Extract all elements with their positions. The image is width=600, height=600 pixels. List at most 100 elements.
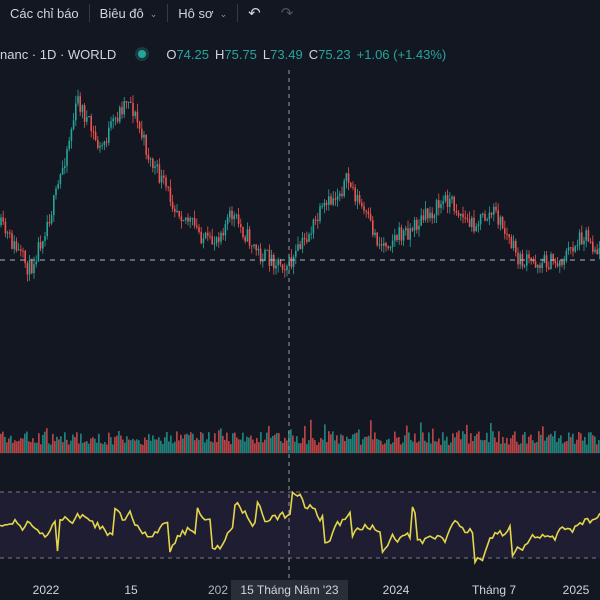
volume-bar: [512, 434, 514, 453]
candle-body: [400, 227, 403, 241]
volume-bar: [4, 436, 6, 453]
undo-icon[interactable]: ↶: [248, 5, 261, 22]
candle-body: [427, 208, 429, 219]
volume-bar: [256, 437, 258, 453]
candle-body: [583, 240, 585, 245]
volume-bar: [246, 436, 248, 453]
candle-body: [354, 187, 356, 202]
candle-body: [363, 206, 365, 211]
time-axis-label: 2025: [562, 583, 590, 597]
time-axis[interactable]: 2022 15 202 2024 Tháng 7 2025: [0, 578, 600, 600]
volume-bar: [92, 437, 94, 453]
candle-body: [191, 217, 194, 219]
candle-body: [193, 217, 196, 226]
candle-body: [262, 261, 264, 263]
volume-bar: [160, 440, 162, 453]
indicators-button[interactable]: Các chỉ báo: [0, 0, 89, 26]
volume-bar: [528, 436, 530, 453]
volume-bar: [20, 438, 22, 453]
volume-bar: [518, 444, 520, 453]
volume-bar: [190, 432, 192, 453]
candle-body: [44, 236, 46, 241]
candle-body: [121, 107, 123, 115]
volume-bar: [216, 442, 218, 453]
symbol-title[interactable]: nanc · 1D · WORLD: [0, 46, 117, 62]
candle-body: [385, 242, 387, 247]
candle-body: [9, 232, 11, 234]
volume-bar: [594, 436, 596, 453]
candle-body: [431, 212, 433, 219]
volume-bar: [220, 428, 222, 453]
candle-body: [26, 263, 29, 275]
candle-body: [589, 241, 592, 243]
candle-body: [576, 245, 579, 247]
candle-body: [534, 261, 537, 268]
volume-bar: [38, 433, 40, 453]
volume-bar: [248, 437, 250, 453]
profile-menu-button[interactable]: Hô sơ ⌄: [168, 0, 237, 26]
candle-body: [451, 196, 453, 200]
volume-bar: [10, 435, 12, 453]
candle-body: [17, 249, 20, 251]
candle-body: [240, 224, 242, 228]
candle-body: [66, 148, 68, 167]
candle-body: [541, 262, 543, 269]
volume-bar: [474, 436, 476, 453]
candle-body: [200, 231, 202, 244]
volume-bar: [330, 434, 332, 453]
candle-body: [334, 198, 337, 200]
candle-body: [125, 101, 128, 103]
candle-body: [462, 213, 464, 218]
candle-body: [310, 233, 312, 235]
change-value: +1.06 (+1.43%): [356, 46, 447, 62]
volume-bar: [446, 436, 448, 453]
candle-body: [154, 166, 156, 168]
candle-body: [332, 198, 334, 205]
volume-bar: [42, 434, 44, 453]
volume-bar: [342, 435, 344, 453]
candle-body: [229, 210, 231, 218]
volume-bar: [410, 439, 412, 453]
candle-body: [548, 267, 550, 270]
volume-bar: [384, 443, 386, 453]
volume-bar: [146, 439, 148, 453]
volume-bar: [452, 433, 454, 453]
volume-bar: [232, 433, 234, 453]
time-axis-label: 2022: [32, 583, 60, 597]
candle-body: [565, 250, 568, 261]
candle-body: [528, 254, 530, 259]
volume-bar: [8, 438, 10, 453]
open-key: O: [166, 46, 177, 62]
volume-bar: [164, 437, 166, 453]
volume-bar: [30, 442, 32, 453]
low-key: L: [262, 46, 271, 62]
volume-bar: [90, 438, 92, 453]
close-key: C: [308, 46, 319, 62]
candle-body: [273, 254, 275, 269]
candle-body: [512, 240, 515, 249]
volume-bar: [576, 439, 578, 453]
chart-menu-button[interactable]: Biêu đô ⌄: [90, 0, 168, 26]
candle-body: [116, 117, 119, 122]
candle-body: [468, 219, 471, 227]
volume-bar: [148, 434, 150, 453]
candle-body: [444, 195, 447, 201]
volume-bar: [156, 439, 158, 453]
candle-body: [372, 220, 374, 236]
volume-bar: [548, 434, 550, 453]
candle-body: [171, 201, 174, 209]
volume-bar: [426, 442, 428, 453]
top-toolbar: Các chỉ báo Biêu đô ⌄ Hô sơ ⌄ ↶ ↷: [0, 0, 600, 26]
candle-body: [435, 200, 438, 216]
volume-bar: [362, 439, 364, 453]
volume-bar: [66, 439, 68, 453]
candle-body: [147, 154, 150, 160]
volume-bar: [126, 436, 128, 453]
candle-body: [134, 111, 136, 116]
candle-body: [347, 173, 350, 183]
volume-bar: [456, 432, 458, 453]
candle-body: [411, 228, 414, 231]
candle-body: [226, 217, 229, 224]
redo-icon[interactable]: ↷: [280, 5, 294, 22]
